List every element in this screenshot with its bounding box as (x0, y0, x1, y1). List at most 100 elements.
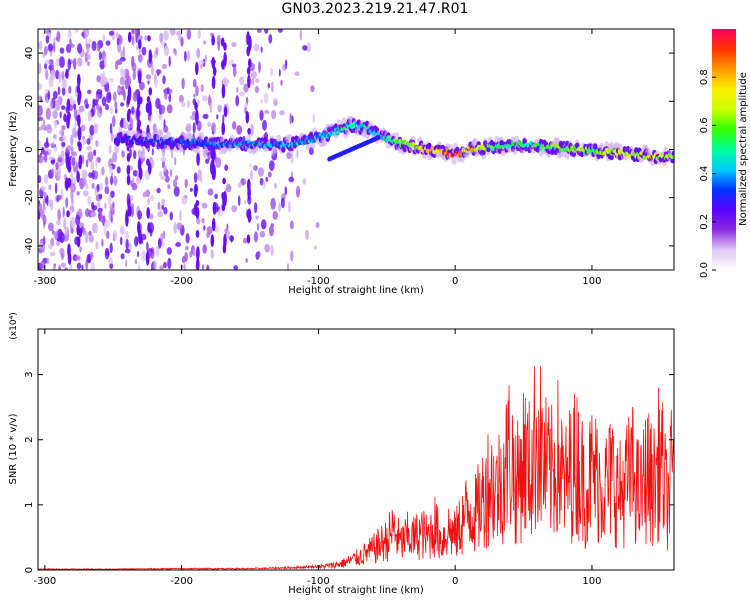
noise-blob (222, 114, 225, 124)
streak-blob (245, 111, 250, 124)
streak-blob (136, 105, 140, 122)
streak-blob (66, 210, 70, 218)
noise-blob (64, 267, 68, 270)
noise-blob (49, 251, 56, 257)
noise-blob (86, 253, 92, 264)
noise-blob (180, 36, 184, 47)
ridge-halo (126, 129, 132, 138)
ridge-core (411, 141, 415, 147)
noise-blob (185, 123, 192, 130)
streak-blob (126, 110, 131, 123)
noise-blob (155, 47, 159, 55)
noise-blob (286, 263, 290, 270)
noise-blob (202, 95, 208, 102)
streak-blob (66, 157, 70, 170)
noise-blob (193, 172, 198, 183)
noise-blob (42, 52, 46, 59)
noise-blob (259, 230, 266, 238)
noise-blob (48, 222, 54, 232)
spectrogram-xlabel: Height of straight line (km) (288, 285, 424, 296)
noise-blob (105, 103, 109, 111)
snr-ylabel: SNR (10 * v/v) (8, 413, 19, 484)
ridge-halo (246, 134, 252, 143)
noise-blob (201, 218, 205, 224)
noise-blob (119, 225, 125, 235)
noise-blob (62, 135, 67, 141)
noise-blob (70, 134, 74, 146)
noise-blob (314, 245, 317, 250)
noise-blob (109, 77, 114, 83)
noise-blob (168, 93, 172, 103)
noise-blob (51, 58, 54, 69)
noise-blob (58, 71, 61, 84)
noise-blob (42, 235, 46, 245)
streak-blob (148, 100, 152, 116)
noise-blob (203, 225, 206, 231)
noise-blob (286, 152, 292, 160)
noise-blob (104, 56, 107, 68)
spectrogram-ytick-label: 0 (24, 146, 35, 152)
streak-blob (138, 229, 142, 244)
noise-blob (302, 178, 307, 185)
noise-blob (57, 228, 63, 239)
noise-blob (116, 166, 121, 174)
noise-blob (129, 117, 134, 129)
snr-axes: -300 -200 -100 0 100 0 1 2 3 (24, 329, 674, 587)
noise-blob (58, 265, 62, 270)
streak-blob (246, 234, 251, 244)
noise-blob (57, 95, 63, 105)
noise-blob (58, 129, 63, 136)
noise-blob (187, 99, 190, 109)
noise-blob (91, 170, 95, 180)
noise-blob (131, 55, 135, 68)
streak-blob (221, 192, 225, 200)
noise-blob (98, 193, 103, 200)
noise-blob (196, 217, 201, 225)
noise-blob (134, 29, 138, 38)
noise-blob (112, 229, 118, 241)
noise-blob (253, 202, 258, 214)
noise-blob (64, 226, 70, 236)
noise-blob (196, 47, 201, 59)
noise-blob (239, 76, 245, 86)
spectrogram-ytick-label: -20 (24, 190, 35, 206)
noise-blob (167, 184, 171, 190)
noise-blob (132, 70, 136, 80)
noise-blob (202, 244, 207, 254)
noise-blob (288, 201, 291, 214)
ridge-halo (451, 156, 457, 165)
streak-blob (196, 246, 200, 260)
noise-blob (157, 211, 164, 218)
ridge-edge (522, 138, 527, 145)
noise-blob (48, 244, 53, 250)
streak-blob (65, 70, 69, 79)
noise-blob (69, 263, 73, 270)
noise-blob (131, 182, 138, 191)
noise-blob (264, 29, 269, 34)
noise-blob (110, 214, 113, 224)
noise-blob (86, 138, 91, 145)
ridge-core (335, 130, 340, 135)
noise-blob (155, 69, 162, 75)
noise-blob (95, 157, 98, 169)
noise-blob (197, 29, 201, 40)
noise-blob (67, 145, 72, 152)
noise-blob (38, 126, 43, 131)
noise-blob (55, 69, 60, 80)
noise-blob (203, 40, 206, 45)
noise-blob (57, 157, 63, 163)
noise-blob (255, 78, 260, 83)
noise-blob (87, 110, 92, 122)
noise-blob (54, 182, 58, 194)
noise-blob (110, 175, 114, 186)
noise-blob (251, 78, 255, 86)
noise-blob (98, 51, 103, 61)
noise-blob (146, 241, 149, 252)
noise-blob (120, 49, 124, 58)
noise-blob (95, 140, 99, 148)
noise-blob (38, 63, 42, 75)
noise-blob (38, 95, 42, 101)
streak-blob (67, 178, 72, 187)
noise-blob (232, 65, 237, 78)
noise-blob (310, 85, 315, 93)
